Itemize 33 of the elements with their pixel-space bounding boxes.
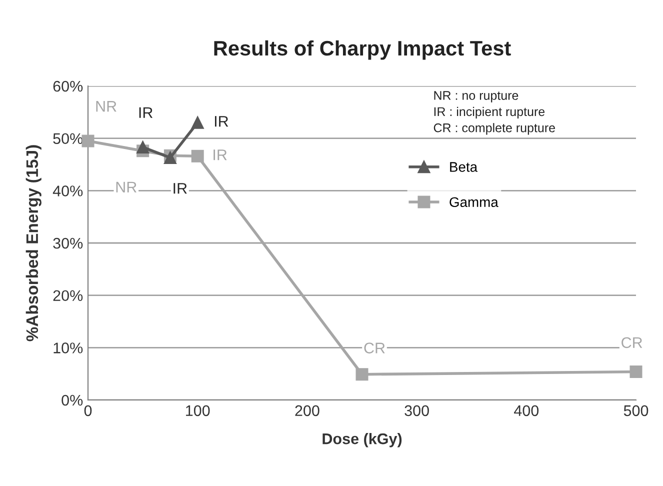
- point: [191, 150, 204, 162]
- legend-label: Beta: [450, 162, 478, 172]
- x-axis-title: Dose (kGy): [322, 432, 402, 448]
- annotation: NR : no rupture IR : incipient rupture CR : complete rupture: [434, 91, 555, 135]
- annotation: IR: [214, 150, 227, 160]
- annotation: IR: [214, 116, 228, 127]
- point: [630, 365, 642, 378]
- chart-title: Results of Charpy Impact Test: [214, 40, 511, 60]
- x-tick-label: 0: [84, 405, 92, 416]
- point: [136, 140, 150, 154]
- y-tick-label: 30%: [53, 238, 83, 249]
- y-tick-label: 0%: [62, 394, 83, 406]
- x-tick-label: 400: [514, 405, 539, 416]
- y-axis-title: %Absorbed Energy (15J): [26, 145, 42, 342]
- point: [82, 134, 94, 148]
- annotation: CR: [364, 342, 385, 354]
- annotation: IR: [139, 107, 153, 118]
- x-tick-label: 200: [295, 405, 320, 416]
- point: [356, 368, 368, 381]
- annotation: CR: [622, 337, 642, 348]
- y-tick-label: 20%: [53, 290, 83, 302]
- x-tick-label: 100: [186, 405, 210, 416]
- annotation: NR: [96, 101, 116, 112]
- annotation: NR: [116, 182, 136, 192]
- point: [191, 116, 204, 129]
- annotation: IR: [174, 183, 187, 194]
- legend-label: Gamma: [450, 197, 498, 208]
- y-tick-label: 40%: [52, 186, 83, 196]
- y-tick-label: 50%: [53, 133, 83, 144]
- x-tick-label: 300: [404, 405, 429, 416]
- x-tick-label: 500: [624, 405, 648, 416]
- y-tick-label: 60%: [53, 80, 83, 92]
- y-tick-label: 10%: [54, 342, 83, 354]
